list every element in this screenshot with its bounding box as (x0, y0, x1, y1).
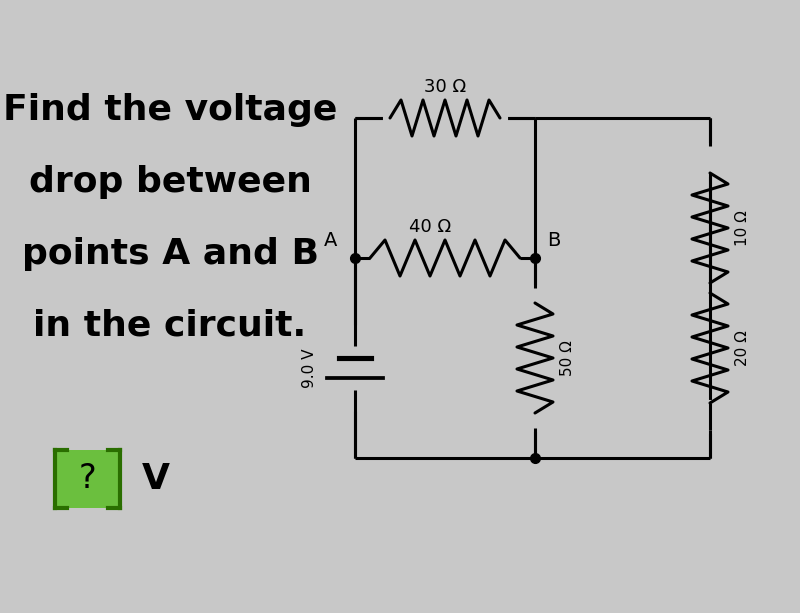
Text: Find the voltage: Find the voltage (3, 93, 337, 127)
Text: 50 Ω: 50 Ω (560, 340, 575, 376)
Text: B: B (547, 231, 560, 250)
Text: 20 Ω: 20 Ω (735, 330, 750, 366)
Text: in the circuit.: in the circuit. (34, 309, 306, 343)
Text: V: V (142, 462, 170, 496)
FancyBboxPatch shape (55, 450, 120, 508)
Text: 9.0 V: 9.0 V (302, 348, 318, 388)
Text: drop between: drop between (29, 165, 311, 199)
Text: ?: ? (78, 462, 96, 495)
Text: points A and B: points A and B (22, 237, 318, 271)
Text: 40 Ω: 40 Ω (409, 218, 451, 236)
Text: A: A (324, 231, 337, 250)
Text: 30 Ω: 30 Ω (424, 78, 466, 96)
Text: 10 Ω: 10 Ω (735, 210, 750, 246)
